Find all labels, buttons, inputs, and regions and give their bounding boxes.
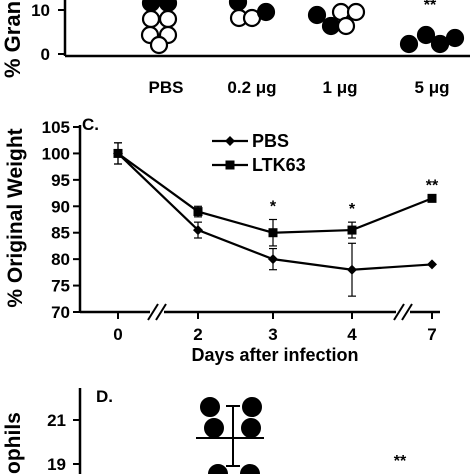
panel-b-points-pbs (140, 0, 178, 55)
panel-b-group-label: 1 μg (323, 78, 358, 97)
panel-d-ylabel: ophils (2, 412, 25, 474)
data-point-square (268, 228, 278, 238)
panel-c-chart: C. % Original Weight Days after infectio… (4, 115, 440, 365)
panel-c-legend: PBS LTK63 (212, 131, 306, 175)
x-tick-label: 3 (268, 325, 277, 344)
data-point (242, 397, 262, 417)
data-point (158, 9, 178, 29)
data-point (158, 0, 178, 13)
panel-b-significance: ** (424, 0, 437, 14)
panel-c-marks: * *** (113, 142, 439, 297)
panel-d-significance: ** (394, 453, 407, 470)
data-point (336, 16, 356, 36)
axis-break-mark (401, 303, 413, 321)
axis-break-mark (155, 303, 167, 321)
panel-b-ylabel: % Gran (0, 1, 25, 78)
panel-d-label: D. (96, 387, 113, 406)
panel-b-points-0-2ug (228, 0, 276, 28)
y-tick-label: 90 (51, 197, 70, 216)
y-tick-label: 95 (51, 171, 70, 190)
panel-c-ylabel: % Original Weight (4, 128, 27, 307)
x-tick-label: 0 (113, 325, 122, 344)
panel-d: D. ophils 21 19 ** (2, 387, 407, 474)
panel-c-axes: 70 75 80 85 90 95 100 105 0 2 3 4 7 (42, 118, 440, 344)
data-point (307, 5, 327, 25)
legend-label: LTK63 (252, 155, 306, 175)
data-point (141, 0, 161, 13)
x-tick-label: 7 (427, 325, 436, 344)
data-point (445, 28, 465, 48)
y-tick-label: 80 (51, 250, 70, 269)
data-point-diamond (225, 136, 235, 146)
panel-c-label: C. (82, 115, 99, 134)
data-point (321, 16, 341, 36)
panel-d-ytick-21: 21 (47, 411, 66, 430)
axis-break-mark (147, 303, 159, 321)
panel-b: % Gran 10 0 (0, 0, 470, 97)
data-point (149, 35, 169, 55)
data-point (430, 34, 450, 54)
legend-label: PBS (252, 131, 289, 151)
data-point-diamond (268, 254, 278, 265)
panel-b-group-label: 0.2 μg (227, 78, 276, 97)
panel-b-points-1ug (307, 2, 366, 36)
data-point-square (193, 207, 203, 217)
data-point (416, 25, 436, 45)
data-point-square (113, 148, 123, 158)
data-point-diamond (347, 264, 357, 275)
panel-d-points (200, 397, 262, 474)
significance-annotation: ** (426, 177, 439, 194)
data-point (241, 418, 261, 438)
panel-d-ytick-19: 19 (47, 455, 66, 474)
data-point (208, 464, 228, 474)
data-point-square (225, 160, 235, 170)
data-point (204, 418, 224, 438)
panel-b-group-label: PBS (149, 78, 184, 97)
y-tick-label: 100 (42, 144, 70, 163)
data-point-square (347, 225, 357, 235)
data-point (228, 0, 248, 12)
data-point-diamond (427, 259, 437, 270)
x-tick-label: 2 (193, 325, 202, 344)
data-point (141, 9, 161, 29)
data-point-square (427, 193, 437, 203)
y-tick-label: 75 (51, 277, 70, 296)
panel-c-xlabel: Days after infection (191, 345, 358, 365)
significance-annotation: * (270, 199, 277, 216)
data-point (240, 464, 260, 474)
y-tick-label: 70 (51, 303, 70, 322)
significance-annotation: * (349, 201, 356, 218)
data-point-diamond (193, 225, 203, 236)
axis-break-mark (393, 303, 405, 321)
panel-b-group-label: 5 μg (415, 78, 450, 97)
y-tick-label: 105 (42, 118, 70, 137)
y-tick-label: 85 (51, 224, 70, 243)
panel-b-points-5ug (399, 25, 465, 54)
data-point (200, 397, 220, 417)
data-point (256, 2, 276, 22)
x-tick-label: 4 (347, 325, 357, 344)
data-point (346, 2, 366, 22)
panel-b-ytick-0: 0 (41, 45, 50, 64)
panel-b-ytick-10: 10 (31, 1, 50, 20)
data-point (399, 34, 419, 54)
